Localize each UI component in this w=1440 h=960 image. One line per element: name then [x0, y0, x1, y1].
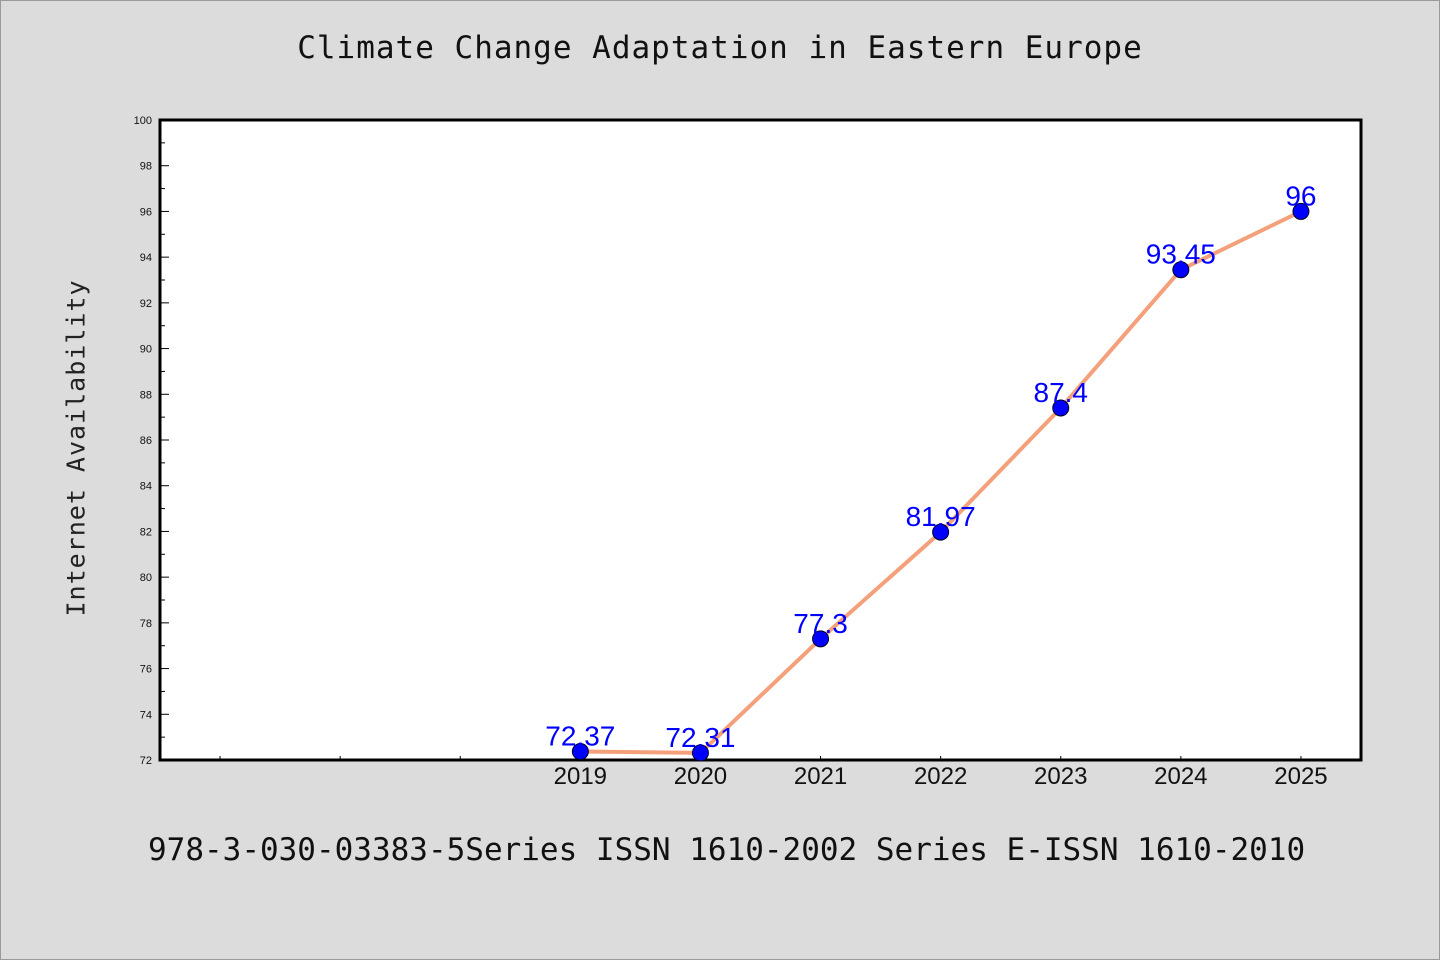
x-tick-label: 2022 — [914, 763, 967, 790]
data-point — [691, 744, 709, 762]
y-tick-label: 78 — [140, 618, 152, 630]
data-point — [571, 743, 589, 761]
y-tick-label: 76 — [140, 664, 152, 676]
x-tick-label: 2019 — [554, 763, 607, 790]
y-axis-ticks: 72 74 76 78 80 82 84 86 88 90 92 94 96 98 100 — [134, 115, 169, 767]
y-tick-label: 72 — [140, 755, 152, 767]
chart-title: Climate Change Adaptation in Eastern Eur… — [297, 30, 1143, 66]
data-label: 72.31 — [665, 722, 735, 753]
data-label: 72.37 — [545, 721, 615, 752]
y-tick-label: 100 — [134, 115, 152, 127]
data-label: 87.4 — [1034, 377, 1089, 408]
data-label: 77.3 — [793, 608, 848, 639]
data-point — [1172, 261, 1190, 279]
x-tick-label: 2020 — [674, 763, 727, 790]
x-tick-label: 2021 — [794, 763, 847, 790]
x-tick-label: 2025 — [1274, 763, 1327, 790]
plot-area — [158, 118, 1363, 762]
data-point — [812, 630, 830, 648]
y-tick-label: 94 — [140, 252, 152, 264]
footer-isbn-issn: 978-3-030-03383-5Series ISSN 1610-2002 S… — [148, 832, 1306, 868]
y-tick-label: 92 — [140, 298, 152, 310]
y-tick-label: 86 — [140, 435, 152, 447]
x-tick-label: 2024 — [1154, 763, 1207, 790]
y-tick-label: 96 — [140, 206, 152, 218]
data-label: 81.97 — [906, 501, 976, 532]
data-label: 96 — [1285, 180, 1316, 211]
data-point — [1052, 399, 1070, 417]
data-point — [1292, 202, 1310, 220]
data-label: 93.45 — [1146, 239, 1216, 270]
x-axis-ticks: 2019 2020 2021 2022 2023 2024 2025 — [219, 756, 1328, 790]
data-point — [932, 523, 950, 541]
y-tick-label: 88 — [140, 389, 152, 401]
data-labels: 72.37 72.31 77.3 81.97 87.4 93.45 96 — [545, 180, 1316, 752]
series-group — [571, 202, 1310, 762]
y-tick-label: 98 — [140, 161, 152, 173]
y-tick-label: 90 — [140, 344, 152, 356]
y-tick-label: 80 — [140, 572, 152, 584]
y-tick-label: 84 — [140, 481, 152, 493]
y-tick-label: 82 — [140, 526, 152, 538]
y-tick-label: 74 — [140, 709, 152, 721]
x-tick-label: 2023 — [1034, 763, 1087, 790]
